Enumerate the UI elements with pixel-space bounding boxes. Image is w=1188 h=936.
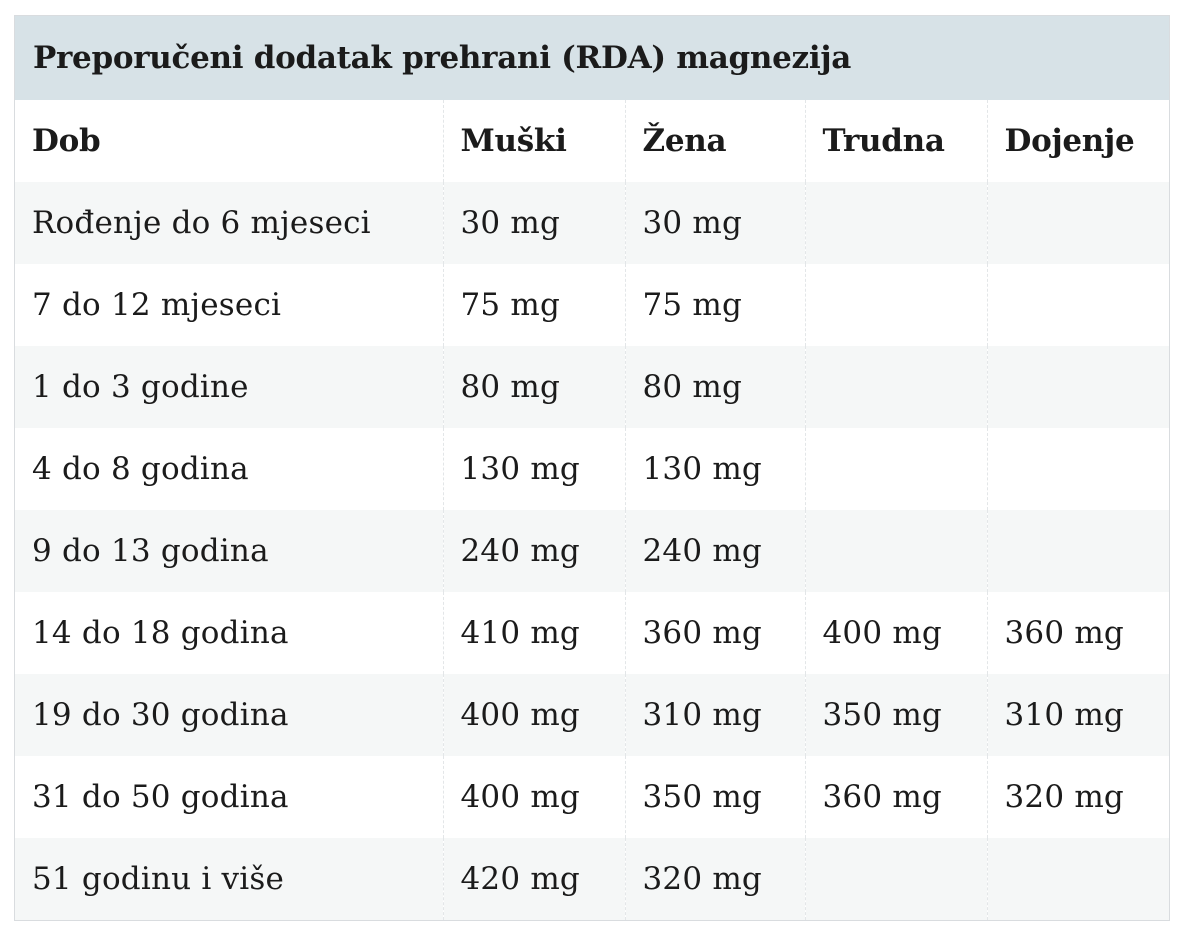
cell-male: 80 mg [442, 346, 625, 428]
table-row: 4 do 8 godina 130 mg 130 mg [15, 428, 1169, 510]
table-row: 51 godinu i više 420 mg 320 mg [15, 838, 1169, 920]
cell-female: 80 mg [624, 346, 805, 428]
cell-age: 7 do 12 mjeseci [32, 287, 282, 323]
header-pregnant: Trudna [804, 100, 987, 182]
cell-age: 31 do 50 godina [32, 779, 289, 815]
cell-pregnant [804, 264, 987, 346]
cell-age: 14 do 18 godina [32, 615, 289, 651]
cell-male: 240 mg [442, 510, 625, 592]
cell-age: 1 do 3 godine [32, 369, 249, 405]
cell-lactating [986, 838, 1169, 920]
cell-age: 19 do 30 godina [32, 697, 289, 733]
cell-female: 310 mg [624, 674, 805, 756]
cell-age: 9 do 13 godina [32, 533, 269, 569]
cell-pregnant: 350 mg [804, 674, 987, 756]
cell-pregnant [804, 510, 987, 592]
cell-lactating [986, 428, 1169, 510]
table-row: 31 do 50 godina 400 mg 350 mg 360 mg 320… [15, 756, 1169, 838]
header-age: Dob [32, 123, 101, 159]
cell-lactating [986, 346, 1169, 428]
rda-table: Preporučeni dodatak prehrani (RDA) magne… [14, 15, 1170, 921]
cell-pregnant: 400 mg [804, 592, 987, 674]
cell-age: 51 godinu i više [32, 861, 285, 897]
cell-lactating [986, 510, 1169, 592]
cell-lactating: 360 mg [986, 592, 1169, 674]
cell-pregnant [804, 182, 987, 264]
header-lactating: Dojenje [986, 100, 1169, 182]
cell-age: 4 do 8 godina [32, 451, 249, 487]
cell-age: Rođenje do 6 mjeseci [32, 205, 371, 241]
header-row: Dob Muški Žena Trudna Dojenje [15, 100, 1169, 182]
table-row: 14 do 18 godina 410 mg 360 mg 400 mg 360… [15, 592, 1169, 674]
cell-lactating: 310 mg [986, 674, 1169, 756]
cell-female: 75 mg [624, 264, 805, 346]
cell-female: 360 mg [624, 592, 805, 674]
header-male: Muški [442, 100, 625, 182]
cell-pregnant [804, 346, 987, 428]
table-title: Preporučeni dodatak prehrani (RDA) magne… [15, 16, 1169, 100]
table-row: 19 do 30 godina 400 mg 310 mg 350 mg 310… [15, 674, 1169, 756]
cell-female: 30 mg [624, 182, 805, 264]
cell-male: 130 mg [442, 428, 625, 510]
rda-data-table: Dob Muški Žena Trudna Dojenje Rođenje do… [15, 100, 1169, 920]
cell-lactating: 320 mg [986, 756, 1169, 838]
cell-pregnant [804, 428, 987, 510]
cell-male: 400 mg [442, 756, 625, 838]
cell-male: 30 mg [442, 182, 625, 264]
cell-male: 420 mg [442, 838, 625, 920]
cell-female: 350 mg [624, 756, 805, 838]
cell-pregnant: 360 mg [804, 756, 987, 838]
cell-female: 130 mg [624, 428, 805, 510]
cell-male: 400 mg [442, 674, 625, 756]
cell-lactating [986, 182, 1169, 264]
cell-female: 240 mg [624, 510, 805, 592]
cell-male: 75 mg [442, 264, 625, 346]
header-female: Žena [624, 100, 805, 182]
table-row: 9 do 13 godina 240 mg 240 mg [15, 510, 1169, 592]
cell-female: 320 mg [624, 838, 805, 920]
table-row: 1 do 3 godine 80 mg 80 mg [15, 346, 1169, 428]
cell-lactating [986, 264, 1169, 346]
cell-male: 410 mg [442, 592, 625, 674]
table-row: 7 do 12 mjeseci 75 mg 75 mg [15, 264, 1169, 346]
table-row: Rođenje do 6 mjeseci 30 mg 30 mg [15, 182, 1169, 264]
cell-pregnant [804, 838, 987, 920]
